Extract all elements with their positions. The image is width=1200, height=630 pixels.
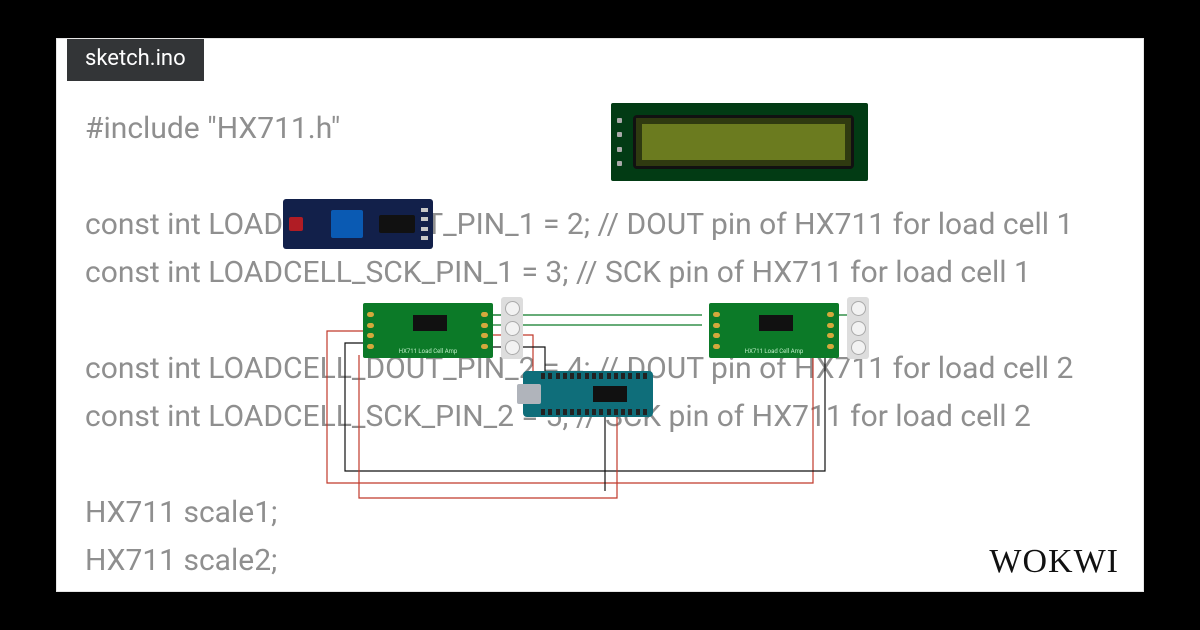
hx711-right-label: HX711 Load Cell Amp [709, 348, 839, 355]
sensor-module [283, 199, 433, 249]
filename-text: sketch.ino [85, 46, 186, 71]
arduino-header-top [541, 373, 647, 379]
hx711-right-pins-in [713, 309, 721, 352]
hx711-right-pins-out [827, 309, 835, 352]
lcd-screen [633, 115, 854, 169]
hx711-left-label: HX711 Load Cell Amp [363, 348, 493, 355]
hx711-left-pins-out [481, 309, 489, 352]
sensor-pins [421, 205, 429, 243]
mcu-chip-icon [593, 386, 627, 402]
lcd-module [611, 103, 868, 181]
usb-connector-icon [517, 384, 541, 404]
sensor-potentiometer [331, 210, 363, 238]
sensor-led [289, 217, 303, 231]
arduino-header-bottom [541, 409, 647, 415]
load-cell-left [501, 297, 523, 359]
code-line: HX711 scale2; [85, 537, 1115, 585]
hx711-left: HX711 Load Cell Amp [363, 303, 493, 358]
filename-tab: sketch.ino [67, 38, 204, 81]
hx711-chip-icon [413, 315, 447, 331]
preview-card: sketch.ino #include "HX711.h" const int … [56, 38, 1144, 592]
sensor-ic [379, 215, 415, 233]
load-cell-right [847, 297, 869, 359]
wokwi-logo: WOKWI [989, 543, 1119, 581]
circuit-canvas: HX711 Load Cell Amp HX711 Load Cell Amp [217, 103, 947, 523]
lcd-pins [617, 113, 623, 171]
arduino-nano [523, 371, 653, 417]
hx711-right: HX711 Load Cell Amp [709, 303, 839, 358]
hx711-left-pins-in [367, 309, 375, 352]
hx711-chip-icon [759, 315, 793, 331]
